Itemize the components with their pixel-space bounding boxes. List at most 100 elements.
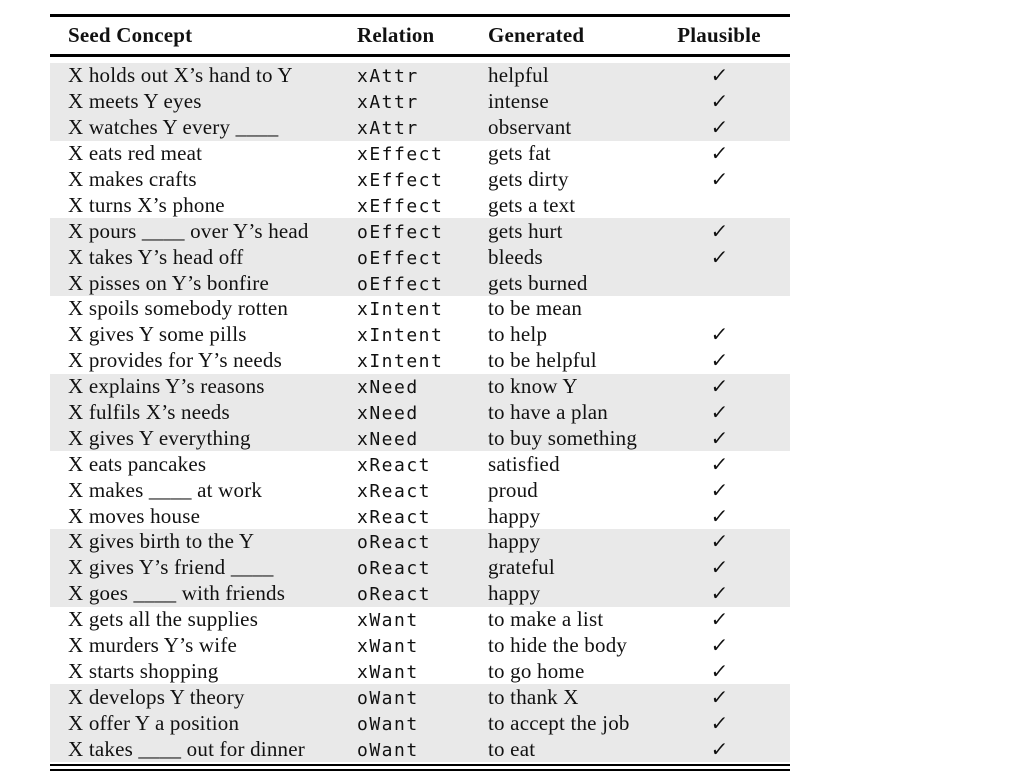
generated-cell: grateful [488, 555, 555, 580]
plausible-cell: ✓ [648, 348, 790, 373]
relation-label: oWant [357, 687, 419, 709]
table-row: X makes ____ at work xReact proud ✓ [50, 477, 790, 503]
plausible-cell: ✓ [648, 504, 790, 529]
generated-cell: gets dirty [488, 167, 569, 191]
plausible-cell: ✓ [648, 400, 790, 425]
generated-cell: observant [488, 115, 572, 140]
table-row: X turns X’s phone xEffect gets a text [50, 192, 790, 218]
plausible-cell: ✓ [648, 63, 790, 88]
table-row: X watches Y every ____ xAttr observant ✓ [50, 114, 790, 141]
relation-cell: xNeed [357, 400, 488, 425]
plausible-cell: ✓ [648, 322, 790, 347]
table-row: X murders Y’s wife xWant to hide the body ✓ [50, 633, 790, 659]
seed-concept-cell: X gives Y some pills [68, 322, 247, 347]
seed-concept-cell: X meets Y eyes [68, 89, 202, 114]
table-row: X gives Y’s friend ____ oReact grateful ✓ [50, 554, 790, 581]
table-row: X goes ____ with friends oReact happy ✓ [50, 580, 790, 607]
table-row: X moves house xReact happy ✓ [50, 503, 790, 529]
checkmark-icon: ✓ [709, 684, 729, 709]
plausible-cell: ✓ [648, 374, 790, 399]
generated-cell: gets hurt [488, 218, 563, 243]
checkmark-icon: ✓ [709, 425, 729, 450]
table-row: X makes crafts xEffect gets dirty ✓ [50, 167, 790, 193]
table-row: X develops Y theory oWant to thank X ✓ [50, 684, 790, 711]
seed-concept-cell: X gives birth to the Y [68, 529, 255, 554]
seed-concept-cell: X watches Y every ____ [68, 115, 279, 140]
relation-cell: oReact [357, 529, 488, 554]
table-row: X spoils somebody rotten xIntent to be mea… [50, 296, 790, 322]
seed-concept-cell: X gives Y’s friend ____ [68, 555, 274, 580]
relation-cell: xReact [357, 504, 488, 529]
relation-label: xAttr [357, 66, 419, 88]
table-row: X gets all the supplies xWant to make a li… [50, 607, 790, 633]
generated-cell: to be mean [488, 296, 583, 321]
relation-cell: xWant [357, 607, 488, 632]
seed-concept-cell: X provides for Y’s needs [68, 348, 282, 373]
generated-cell: to thank X [488, 684, 579, 709]
plausible-cell: ✓ [648, 529, 790, 554]
relation-label: oEffect [357, 221, 444, 243]
seed-concept-cell: X holds out X’s hand to Y [68, 63, 293, 88]
table-row: X gives Y everything xNeed to buy somethin… [50, 425, 790, 452]
checkmark-icon: ✓ [709, 374, 729, 399]
seed-concept-cell: X eats red meat [68, 141, 203, 166]
relation-cell: xEffect [357, 193, 488, 218]
generated-cell: gets a text [488, 192, 576, 217]
generated-cell: to accept the job [488, 710, 630, 735]
seed-concept-cell: X goes ____ with friends [68, 581, 286, 606]
table-row: X takes ____ out for dinner oWant to eat ✓ [50, 736, 790, 763]
relation-cell: xWant [357, 633, 488, 658]
relation-cell: oWant [357, 685, 488, 710]
relation-cell: xIntent [357, 348, 488, 373]
checkmark-icon: ✓ [709, 451, 729, 476]
checkmark-icon: ✓ [709, 736, 729, 761]
relation-label: xReact [357, 454, 432, 476]
table-header-row: Seed Concept Relation Generated Plausibl… [50, 17, 790, 57]
seed-concept-cell: X spoils somebody rotten [68, 296, 289, 321]
checkmark-icon: ✓ [709, 400, 729, 425]
generated-cell: proud [488, 477, 538, 502]
plausible-cell: ✓ [648, 245, 790, 270]
relation-label: xWant [357, 661, 419, 683]
relation-cell: xNeed [357, 426, 488, 451]
relation-label: oReact [357, 584, 432, 606]
relation-label: oEffect [357, 273, 444, 295]
relation-label: xAttr [357, 92, 419, 114]
checkmark-icon: ✓ [709, 658, 729, 683]
relation-label: xIntent [357, 325, 444, 347]
plausible-cell: ✓ [648, 426, 790, 451]
generated-cell: helpful [488, 63, 549, 88]
plausible-cell: ✓ [648, 478, 790, 503]
seed-concept-cell: X eats pancakes [68, 451, 207, 476]
plausible-cell: ✓ [648, 737, 790, 762]
relation-label: oReact [357, 532, 432, 554]
relation-label: xNeed [357, 428, 419, 450]
seed-concept-cell: X turns X’s phone [68, 192, 225, 217]
relation-cell: oWant [357, 711, 488, 736]
checkmark-icon: ✓ [709, 477, 729, 502]
generated-cell: intense [488, 89, 549, 114]
relation-label: xEffect [357, 144, 444, 166]
seed-concept-cell: X murders Y’s wife [68, 633, 238, 658]
relation-cell: xAttr [357, 89, 488, 114]
table-row: X holds out X’s hand to Y xAttr helpful ✓ [50, 63, 790, 89]
relation-cell: oReact [357, 581, 488, 606]
table-row: X eats pancakes xReact satisfied ✓ [50, 451, 790, 477]
relation-cell: xAttr [357, 115, 488, 140]
checkmark-icon: ✓ [709, 218, 729, 243]
checkmark-icon: ✓ [709, 115, 729, 140]
checkmark-icon: ✓ [709, 710, 729, 735]
generated-cell: gets burned [488, 270, 588, 295]
table-row: X pours ____ over Y’s head oEffect gets hu… [50, 218, 790, 245]
seed-concept-cell: X moves house [68, 503, 201, 528]
relation-label: xReact [357, 480, 432, 502]
seed-concept-cell: X develops Y theory [68, 684, 245, 709]
table-row: X takes Y’s head off oEffect bleeds ✓ [50, 244, 790, 271]
plausible-cell: ✓ [648, 555, 790, 580]
relation-cell: xNeed [357, 374, 488, 399]
generated-cell: to buy something [488, 425, 638, 450]
generated-cell: to be helpful [488, 348, 597, 373]
seed-concept-cell: X makes ____ at work [68, 477, 263, 502]
relation-cell: oWant [357, 737, 488, 762]
checkmark-icon: ✓ [709, 167, 729, 191]
